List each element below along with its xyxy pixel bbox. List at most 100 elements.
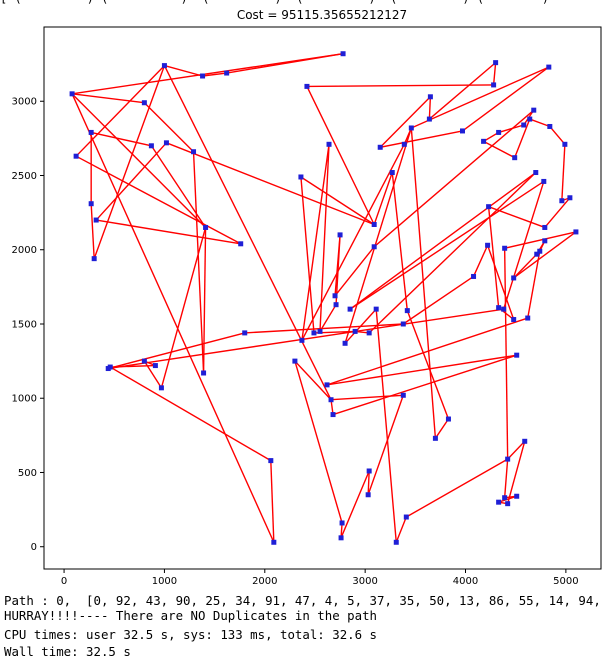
- city-marker: [562, 141, 568, 147]
- route-segment: [391, 172, 409, 311]
- city-marker: [511, 317, 517, 323]
- city-marker: [333, 302, 339, 308]
- city-marker: [521, 122, 527, 128]
- route-segment: [330, 394, 404, 401]
- city-marker: [400, 392, 406, 398]
- city-marker: [377, 144, 383, 150]
- city-marker: [299, 337, 305, 343]
- city-marker: [88, 201, 94, 207]
- city-marker: [559, 198, 565, 204]
- route-segment: [492, 62, 497, 85]
- route-segment: [71, 93, 207, 228]
- route-segment: [428, 62, 497, 120]
- city-marker: [328, 397, 334, 403]
- city-marker: [201, 370, 207, 376]
- route-segment: [368, 172, 537, 334]
- route-segment: [367, 470, 370, 495]
- city-marker: [339, 520, 345, 526]
- city-marker: [326, 141, 332, 147]
- route-segment: [373, 172, 393, 225]
- city-marker: [501, 306, 507, 312]
- route-segment: [319, 144, 330, 332]
- route-segment: [166, 142, 375, 226]
- route-segment: [160, 227, 207, 389]
- city-marker: [371, 221, 377, 227]
- route-segment: [514, 118, 531, 158]
- route-segment: [549, 126, 566, 145]
- city-marker: [496, 499, 502, 505]
- city-marker: [427, 94, 433, 100]
- city-marker: [485, 242, 491, 248]
- city-marker: [330, 412, 336, 418]
- city-marker: [271, 539, 277, 545]
- route-segment: [513, 253, 538, 279]
- route-segment: [410, 127, 437, 439]
- route-segment: [270, 460, 275, 543]
- city-marker: [525, 315, 531, 321]
- city-marker: [141, 100, 147, 106]
- route-segment: [202, 72, 227, 77]
- route-segment: [93, 65, 166, 259]
- route-segment: [75, 65, 165, 157]
- duplicates-check-line: HURRAY!!!!---- There are NO Duplicates i…: [4, 608, 377, 623]
- cpu-times-line: CPU times: user 32.5 s, sys: 133 ms, tot…: [4, 627, 377, 642]
- route-segment: [406, 310, 450, 420]
- city-marker: [496, 129, 502, 135]
- city-marker: [547, 123, 553, 129]
- city-marker: [408, 125, 414, 131]
- y-tick-label: 1500: [12, 319, 37, 330]
- city-marker: [546, 64, 552, 70]
- x-tick-label: 0: [61, 576, 67, 587]
- route-segment: [486, 245, 515, 320]
- route-segment: [334, 246, 375, 297]
- city-marker: [148, 143, 154, 149]
- city-marker: [537, 248, 543, 254]
- route-segment: [472, 244, 489, 277]
- route-segment: [411, 66, 550, 129]
- city-marker: [268, 458, 274, 464]
- city-marker: [141, 358, 147, 364]
- route-segment: [326, 317, 528, 386]
- route-segment: [462, 66, 550, 132]
- city-marker: [371, 244, 377, 250]
- city-markers: [69, 51, 579, 545]
- x-axis: 0 1000 2000 3000 4000 5000: [61, 569, 579, 587]
- route-segment: [72, 93, 145, 104]
- city-marker: [481, 138, 487, 144]
- city-marker: [366, 330, 372, 336]
- route-segment: [428, 96, 432, 120]
- route-segment: [108, 308, 504, 370]
- city-marker: [340, 51, 346, 57]
- route-segment: [143, 360, 163, 389]
- x-tick-label: 4000: [453, 576, 478, 587]
- city-marker: [161, 63, 167, 69]
- city-marker: [502, 245, 508, 251]
- city-marker: [88, 129, 94, 135]
- route-segment: [91, 131, 152, 147]
- route-segment: [367, 395, 404, 495]
- route-segment: [344, 308, 377, 344]
- city-marker: [534, 251, 540, 257]
- route-segment: [503, 459, 509, 498]
- city-marker: [200, 73, 206, 79]
- route-segment: [502, 181, 545, 310]
- route-segment: [90, 203, 95, 259]
- city-marker: [531, 107, 537, 113]
- route-segment: [202, 227, 207, 373]
- city-marker: [347, 306, 353, 312]
- route-segment: [294, 360, 332, 401]
- city-marker: [332, 293, 338, 299]
- city-marker: [91, 256, 97, 262]
- route-segment: [332, 354, 517, 416]
- route-segment: [488, 206, 546, 229]
- route-segment: [434, 418, 450, 439]
- city-marker: [522, 438, 528, 444]
- route-segment: [300, 176, 375, 226]
- route-segment: [373, 109, 535, 248]
- city-marker: [533, 170, 539, 176]
- route-segment: [71, 93, 275, 543]
- route-segment: [75, 155, 242, 245]
- route-segment: [483, 140, 516, 159]
- city-marker: [486, 204, 492, 210]
- route-segment: [301, 144, 330, 341]
